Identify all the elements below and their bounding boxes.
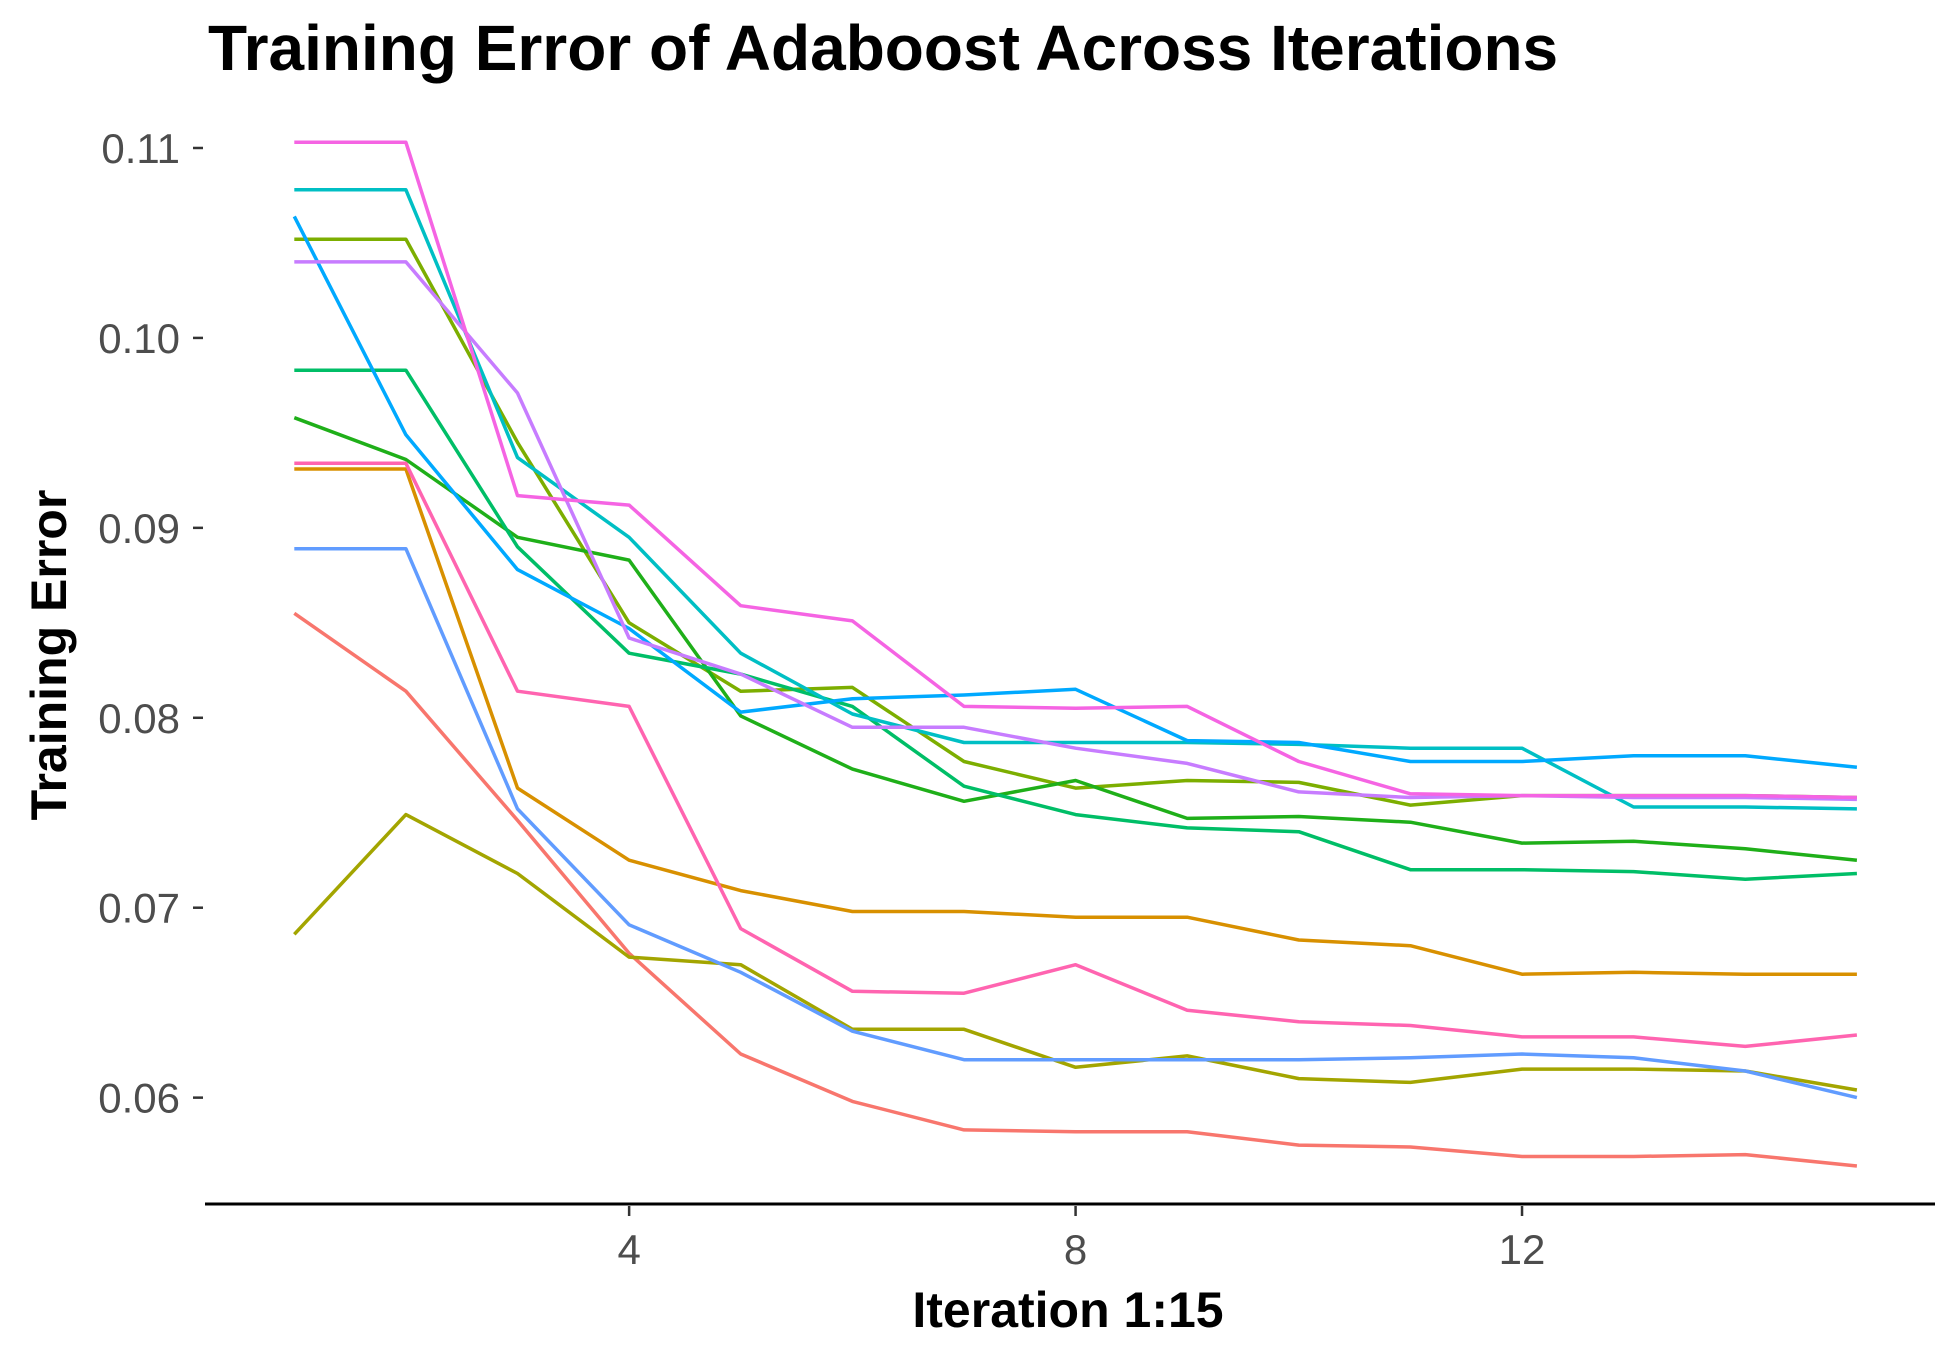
series-line-3	[293, 812, 1858, 1092]
y-tick-label: 0.10	[98, 315, 180, 362]
y-tick-label: 0.08	[98, 695, 180, 742]
y-axis-title: Training Error	[21, 490, 77, 821]
chart-title: Training Error of Adaboost Across Iterat…	[208, 12, 1558, 84]
series-line-4	[294, 237, 1857, 807]
x-axis: 4 8 12	[205, 1202, 1935, 1273]
x-tick-label: 12	[1499, 1226, 1546, 1273]
series-line-9	[294, 546, 1858, 1100]
series-line-8	[292, 215, 1858, 769]
y-axis: 0.06 0.07 0.08 0.09 0.10 0.11	[98, 125, 203, 1122]
series-line-7	[294, 188, 1857, 811]
series-line-6	[294, 368, 1857, 881]
series-line-12	[294, 461, 1858, 1049]
y-tick-label: 0.11	[101, 125, 180, 172]
series-line-1	[293, 611, 1858, 1168]
y-tick-label: 0.09	[98, 505, 180, 552]
series-line-2	[294, 467, 1857, 976]
x-tick-label: 4	[617, 1226, 640, 1273]
series-line-11	[294, 140, 1857, 800]
y-tick-label: 0.06	[98, 1075, 180, 1122]
series-line-10	[294, 260, 1857, 802]
y-tick-label: 0.07	[98, 885, 180, 932]
series-line-5	[293, 416, 1858, 862]
x-tick-label: 8	[1064, 1226, 1087, 1273]
series-layer	[292, 140, 1858, 1168]
x-axis-title: Iteration 1:15	[912, 1282, 1223, 1338]
